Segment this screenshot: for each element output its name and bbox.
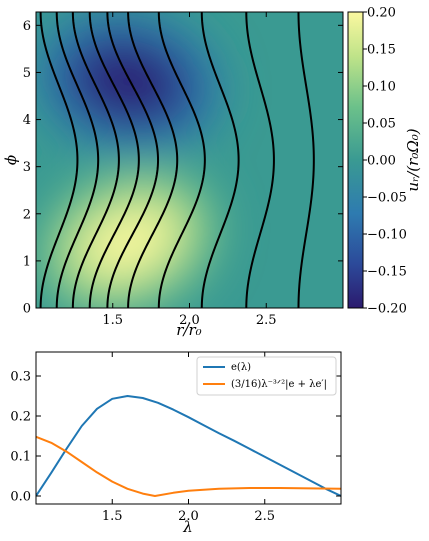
x-tick-label: 2.5 — [254, 509, 275, 524]
series-line-e — [36, 395, 341, 497]
y-tick-label: 0.1 — [10, 450, 31, 465]
y-tick-label: 4 — [23, 113, 31, 128]
streamline — [39, 12, 79, 308]
streamline — [200, 12, 240, 308]
legend-label-flux: (3/16)λ⁻³ᐟ²|e + λe′| — [231, 379, 327, 390]
y-tick-label: 0.2 — [10, 410, 31, 425]
colorbar-tick-label: 0.05 — [367, 117, 396, 132]
colorbar-tick-label: 0.15 — [367, 43, 396, 58]
streamline — [245, 12, 275, 308]
heatmap-xlabel: r/r₀ — [176, 321, 201, 339]
y-tick-label: 0 — [23, 302, 31, 317]
series-line-flux — [36, 435, 341, 497]
y-tick-label: 3 — [23, 160, 31, 175]
x-tick-label: 2.0 — [178, 509, 199, 524]
legend-label-e: e(λ) — [231, 362, 251, 373]
colorbar-ticks: 0.20 0.15 0.10 0.05 0.00 −0.05 −0.10 −0.15 −0.20 — [363, 6, 407, 317]
colorbar-tick-label: −0.10 — [367, 228, 407, 243]
heatmap-panel: 1.5 2.0 2.5 0 1 2 3 4 5 6 r/r₀ ϕ — [2, 11, 344, 339]
y-tick-label: 6 — [23, 19, 31, 34]
y-tick-label: 0.0 — [10, 490, 31, 505]
streamline — [157, 12, 206, 308]
heatmap-ticks: 1.5 2.0 2.5 0 1 2 3 4 5 6 — [23, 12, 343, 328]
streamline — [297, 12, 315, 308]
x-tick-label: 2.0 — [179, 313, 200, 328]
colorbar-label: uᵣ/(r₀Ω₀) — [404, 128, 422, 191]
colorbar-tick-label: −0.20 — [367, 302, 407, 317]
line-ticks: 1.5 2.0 2.5 0.0 0.1 0.2 0.3 — [10, 352, 341, 524]
y-tick-label: 2 — [23, 207, 31, 222]
line-series — [36, 395, 341, 497]
y-tick-label: 5 — [23, 66, 31, 81]
legend: e(λ) (3/16)λ⁻³ᐟ²|e + λe′| — [196, 356, 337, 396]
x-tick-label: 1.5 — [102, 313, 123, 328]
streamline — [127, 12, 179, 308]
colorbar-tick-label: 0.20 — [367, 6, 396, 21]
y-tick-label: 0.3 — [10, 370, 31, 385]
streamlines — [39, 12, 315, 308]
x-tick-label: 1.5 — [102, 509, 123, 524]
colorbar-tick-label: −0.15 — [367, 265, 407, 280]
colorbar-tick-label: −0.05 — [367, 191, 407, 206]
colorbar: 0.20 0.15 0.10 0.05 0.00 −0.05 −0.10 −0.15 −0.20… — [347, 6, 422, 317]
legend-box — [196, 356, 337, 396]
streamline — [55, 12, 100, 308]
colorbar-tick-label: 0.00 — [367, 154, 396, 169]
y-tick-label: 1 — [23, 254, 31, 269]
heatmap-ylabel: ϕ — [2, 155, 20, 165]
streamline — [106, 12, 160, 308]
colorbar-tick-label: 0.10 — [367, 80, 396, 95]
colorbar-gradient — [347, 11, 364, 309]
streamline — [88, 12, 140, 308]
streamline — [71, 12, 120, 308]
line-xlabel: λ — [182, 518, 193, 536]
line-panel: 1.5 2.0 2.5 0.0 0.1 0.2 0.3 λ e(λ) (3/16)λ⁻³ᐟ²… — [10, 351, 342, 536]
x-tick-label: 2.5 — [256, 313, 277, 328]
